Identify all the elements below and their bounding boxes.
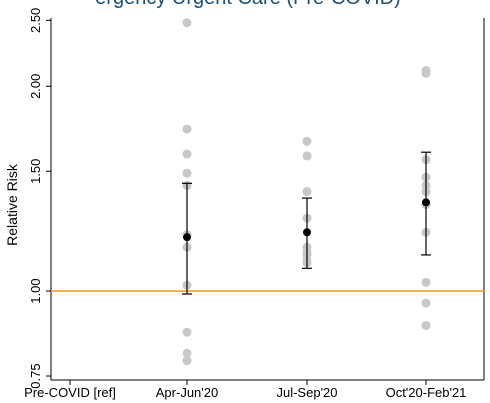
data-point [302,136,312,146]
data-point [421,298,431,308]
plot-area: 0.75 1.00 1.50 2.00 2.50 Pre-COVID [ref] Apr-J… [24,8,485,400]
estimate-point [422,198,430,207]
x-tick-label: Pre-COVID [ref] [24,385,116,400]
data-point [182,168,192,178]
y-tick-label: 2.00 [28,74,43,99]
estimate-point [303,228,311,237]
data-point [182,356,192,366]
data-point [182,149,192,159]
x-tick-label: Apr-Jun'20 [156,385,218,400]
data-point [421,68,431,78]
data-point [182,327,192,337]
y-tick-label: 0.75 [28,363,43,388]
x-tick-label: Oct'20-Feb'21 [386,385,467,400]
chart-title: ergency Urgent Care (Pre-COVID) [95,0,401,9]
y-tick-label: 1.50 [28,159,43,184]
data-point [302,151,312,161]
data-point [421,320,431,330]
data-point [302,187,312,197]
data-point [182,124,192,134]
data-point [421,277,431,287]
y-axis-title: Relative Risk [4,163,20,246]
y-tick-label: 2.50 [28,8,43,33]
y-tick-label: 1.00 [28,278,43,303]
estimate-point [183,233,191,242]
data-point [182,18,192,28]
data-point [182,348,192,358]
x-tick-label: Jul-Sep'20 [276,385,337,400]
